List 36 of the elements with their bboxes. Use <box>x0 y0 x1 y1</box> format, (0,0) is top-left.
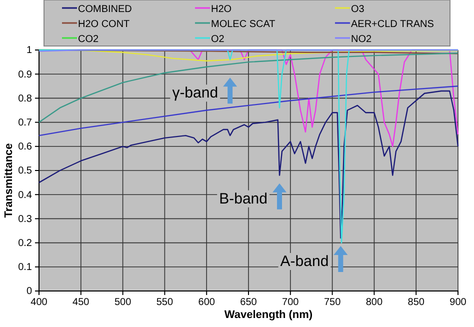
y-tick-label: 0 <box>26 286 32 298</box>
legend-label: O2 <box>211 34 225 45</box>
y-tick-label: 0.4 <box>18 190 32 201</box>
x-tick-label: 600 <box>198 297 216 308</box>
legend-label: MOLEC SCAT <box>211 19 276 30</box>
x-tick-label: 700 <box>282 297 300 308</box>
x-tick-label: 850 <box>408 297 425 308</box>
annotation: A-band <box>280 252 329 270</box>
x-axis-title: Wavelength (nm) <box>224 309 313 321</box>
x-tick-label: 500 <box>114 297 132 308</box>
y-tick-label: 0.5 <box>18 166 32 177</box>
legend-label: O3 <box>351 4 365 15</box>
x-tick-label: 750 <box>324 297 342 308</box>
x-tick-label: 900 <box>450 297 467 308</box>
x-tick-label: 550 <box>156 297 174 308</box>
annotation: γ-band <box>172 84 218 102</box>
legend-label: NO2 <box>351 34 372 45</box>
y-tick-label: 1 <box>26 45 32 56</box>
x-tick-label: 800 <box>366 297 383 308</box>
legend-label: AER+CLD TRANS <box>351 19 434 30</box>
y-axis-title: Transmittance <box>3 143 15 218</box>
y-tick-label: 0.6 <box>18 142 32 153</box>
legend-label: CO2 <box>78 34 99 45</box>
x-tick-label: 400 <box>30 297 48 308</box>
y-tick-label: 0.9 <box>18 69 32 80</box>
x-tick-label: 450 <box>72 297 90 308</box>
y-tick-label: 0.2 <box>18 238 32 249</box>
legend-label: COMBINED <box>78 4 132 15</box>
y-tick-label: 0.1 <box>18 262 32 274</box>
x-tick-label: 650 <box>240 297 258 308</box>
y-tick-label: 0.3 <box>18 214 32 225</box>
y-tick-label: 0.7 <box>18 118 32 128</box>
legend-label: H2O CONT <box>78 19 130 30</box>
annotation: B-band <box>219 190 268 208</box>
legend-label: H2O <box>211 4 232 15</box>
y-tick-label: 0.8 <box>18 93 32 104</box>
